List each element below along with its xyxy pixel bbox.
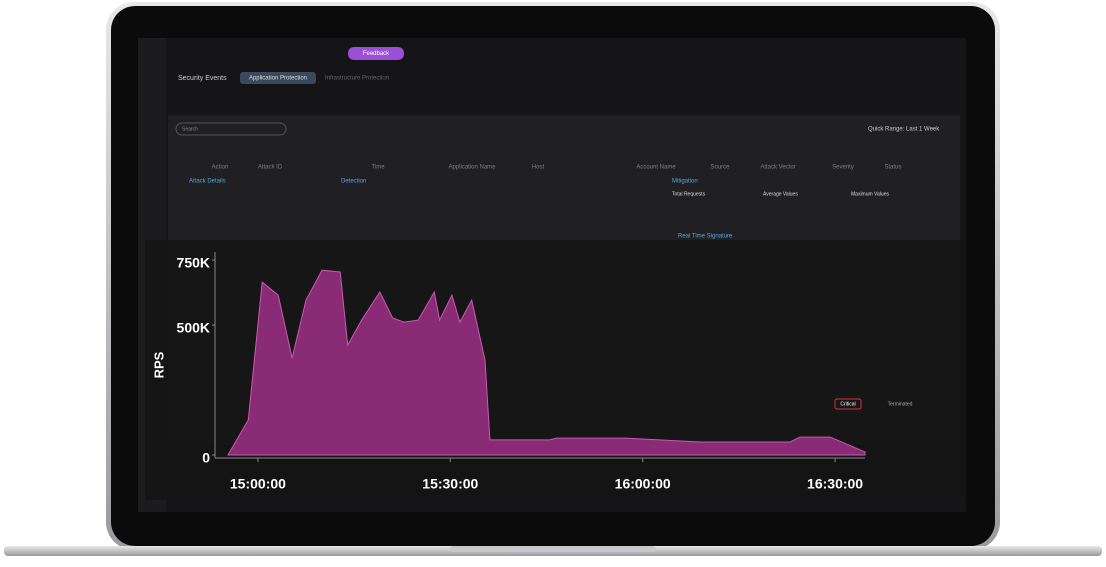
ui-text: Search [182, 126, 198, 132]
y-axis-label: RPS [151, 351, 166, 378]
ui-text: Security Events [178, 75, 227, 82]
column-header: Time [371, 165, 385, 171]
panel-title: Attack Details [189, 179, 226, 185]
column-header: Application Name [448, 165, 496, 171]
active-tab[interactable] [240, 72, 316, 84]
ui-text: Terminated [888, 401, 913, 407]
feedback-button[interactable] [348, 47, 404, 60]
column-header: Severity [832, 165, 854, 171]
x-tick-label: 16:00:00 [615, 476, 671, 492]
ui-text: Infrastructure Protection [325, 76, 389, 82]
ui-text: Quick Range: Last 1 Week [868, 127, 940, 133]
x-tick-label: 15:30:00 [422, 476, 478, 492]
metric-title: Average Values [763, 191, 798, 197]
search-box[interactable] [175, 122, 287, 136]
metric-title: Maximum Values [851, 191, 889, 197]
column-header: Account Name [636, 165, 676, 171]
y-tick-label: 0 [202, 450, 210, 466]
panel-title: Detection [341, 179, 366, 185]
column-header: Host [532, 165, 545, 171]
x-tick-label: 15:00:00 [230, 476, 286, 492]
panel-title: Mitigation [672, 179, 698, 185]
column-header: Status [884, 165, 901, 171]
column-header: Attack ID [258, 165, 283, 171]
column-header: Source [710, 165, 730, 171]
metric-title: Total Requests [672, 191, 706, 197]
severity-badge [834, 398, 862, 410]
panel-title: Real Time Signature [678, 234, 733, 240]
x-tick-label: 16:30:00 [807, 476, 863, 492]
area [227, 269, 866, 456]
column-header: Action [212, 165, 229, 171]
column-header: Attack Vector [760, 165, 795, 171]
ui-text: Application Protection [249, 76, 307, 82]
laptop-notch [450, 546, 656, 552]
y-tick-label: 750K [177, 255, 210, 271]
y-tick-label: 500K [177, 320, 210, 336]
ui-text: Critical [840, 401, 855, 407]
ui-text: Feedback [363, 51, 390, 57]
